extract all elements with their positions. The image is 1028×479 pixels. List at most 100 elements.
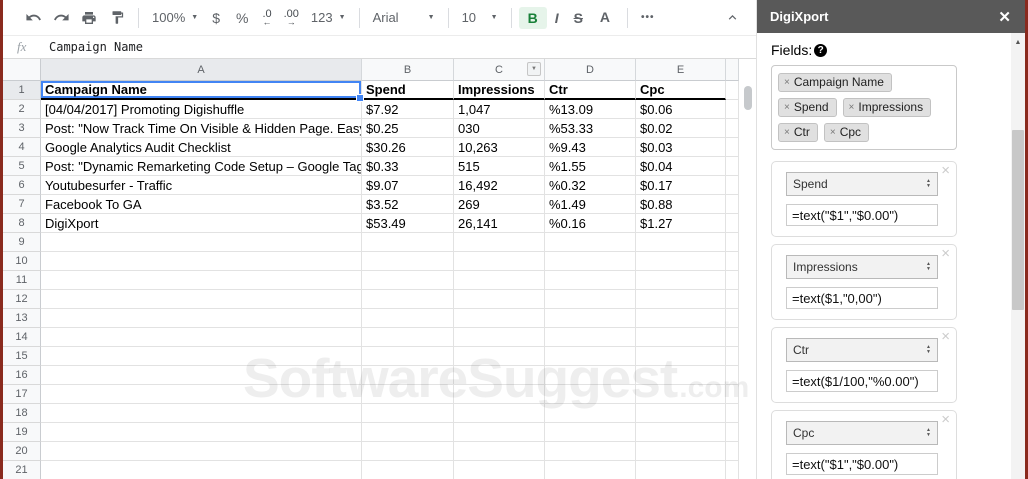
cell-E15[interactable] (636, 347, 726, 366)
cell-C3[interactable]: 030 (454, 119, 545, 138)
cell-E6[interactable]: $0.17 (636, 176, 726, 195)
bold-button[interactable]: B (518, 6, 547, 29)
cell-D13[interactable] (545, 309, 636, 328)
cell-D18[interactable] (545, 404, 636, 423)
cell-A4[interactable]: Google Analytics Audit Checklist (41, 138, 362, 157)
help-icon[interactable]: ? (814, 43, 828, 57)
cell-D17[interactable] (545, 385, 636, 404)
cell-D8[interactable]: %0.16 (545, 214, 636, 233)
text-color-button[interactable]: A (597, 10, 613, 25)
cell-B19[interactable] (362, 423, 454, 442)
row-header-21[interactable]: 21 (3, 461, 41, 479)
print-button[interactable] (75, 4, 103, 32)
cell-C9[interactable] (454, 233, 545, 252)
undo-button[interactable] (19, 4, 47, 32)
cell-C7[interactable]: 269 (454, 195, 545, 214)
field-chip[interactable]: × Ctr (778, 123, 818, 142)
field-select[interactable]: Spend ▲ ▼ (786, 172, 938, 196)
field-select[interactable]: Ctr ▲ ▼ (786, 338, 938, 362)
remove-chip-icon[interactable]: × (784, 101, 790, 113)
column-header-B[interactable]: B (362, 59, 454, 81)
cell-A12[interactable] (41, 290, 362, 309)
formula-bar-value[interactable]: Campaign Name (49, 40, 143, 54)
grid-corner[interactable] (3, 59, 41, 81)
font-family-select[interactable]: Arial ▼ (367, 6, 441, 29)
cell-B14[interactable] (362, 328, 454, 347)
cell-C16[interactable] (454, 366, 545, 385)
cell-A17[interactable] (41, 385, 362, 404)
field-chip[interactable]: × Spend (778, 98, 837, 117)
cell-B3[interactable]: $0.25 (362, 119, 454, 138)
cell-B20[interactable] (362, 442, 454, 461)
cell-E12[interactable] (636, 290, 726, 309)
cell-E19[interactable] (636, 423, 726, 442)
row-header-10[interactable]: 10 (3, 252, 41, 271)
cell-E9[interactable] (636, 233, 726, 252)
font-size-select[interactable]: 10 ▼ (456, 6, 504, 29)
field-chip[interactable]: × Cpc (823, 123, 870, 142)
cell-B13[interactable] (362, 309, 454, 328)
row-header-8[interactable]: 8 (3, 214, 41, 233)
row-header-2[interactable]: 2 (3, 100, 41, 119)
increase-decimal-button[interactable]: .00 → (278, 7, 305, 28)
card-close-icon[interactable]: × (941, 245, 950, 262)
cell-D9[interactable] (545, 233, 636, 252)
remove-chip-icon[interactable]: × (784, 126, 790, 138)
format-currency-button[interactable]: $ (204, 6, 228, 30)
row-header-13[interactable]: 13 (3, 309, 41, 328)
row-header-17[interactable]: 17 (3, 385, 41, 404)
row-header-6[interactable]: 6 (3, 176, 41, 195)
hide-menus-button[interactable] (718, 4, 746, 32)
cell-B10[interactable] (362, 252, 454, 271)
cell-E20[interactable] (636, 442, 726, 461)
cell-E8[interactable]: $1.27 (636, 214, 726, 233)
cell-C5[interactable]: 515 (454, 157, 545, 176)
cell-A13[interactable] (41, 309, 362, 328)
row-header-19[interactable]: 19 (3, 423, 41, 442)
cell-B2[interactable]: $7.92 (362, 100, 454, 119)
row-header-4[interactable]: 4 (3, 138, 41, 157)
cell-C20[interactable] (454, 442, 545, 461)
cell-E18[interactable] (636, 404, 726, 423)
cell-E17[interactable] (636, 385, 726, 404)
column-dropdown-icon[interactable]: ▼ (527, 62, 541, 76)
sheet-vertical-scrollbar[interactable] (739, 59, 756, 479)
row-header-3[interactable]: 3 (3, 119, 41, 138)
cell-B6[interactable]: $9.07 (362, 176, 454, 195)
cell-D20[interactable] (545, 442, 636, 461)
cell-C6[interactable]: 16,492 (454, 176, 545, 195)
cell-C21[interactable] (454, 461, 545, 479)
sidebar-scrollbar[interactable]: ▲ (1011, 33, 1025, 479)
cell-A8[interactable]: DigiXport (41, 214, 362, 233)
cell-A14[interactable] (41, 328, 362, 347)
cell-B8[interactable]: $53.49 (362, 214, 454, 233)
cell-E10[interactable] (636, 252, 726, 271)
field-select[interactable]: Cpc ▲ ▼ (786, 421, 938, 445)
cell-C15[interactable] (454, 347, 545, 366)
cell-B9[interactable] (362, 233, 454, 252)
cell-E2[interactable]: $0.06 (636, 100, 726, 119)
cell-B1[interactable]: Spend (362, 81, 454, 100)
paint-format-button[interactable] (103, 4, 131, 32)
cell-D15[interactable] (545, 347, 636, 366)
row-header-1[interactable]: 1 (3, 81, 41, 100)
cell-D16[interactable] (545, 366, 636, 385)
cell-A6[interactable]: Youtubesurfer - Traffic (41, 176, 362, 195)
column-header-A[interactable]: A (41, 59, 362, 81)
cell-B16[interactable] (362, 366, 454, 385)
cell-C10[interactable] (454, 252, 545, 271)
column-header-E[interactable]: E (636, 59, 726, 81)
cell-B21[interactable] (362, 461, 454, 479)
row-header-18[interactable]: 18 (3, 404, 41, 423)
cell-B17[interactable] (362, 385, 454, 404)
cell-E4[interactable]: $0.03 (636, 138, 726, 157)
formula-input[interactable] (786, 370, 938, 392)
row-header-15[interactable]: 15 (3, 347, 41, 366)
cell-E1[interactable]: Cpc (636, 81, 726, 100)
cell-A15[interactable] (41, 347, 362, 366)
scroll-up-arrow-icon[interactable]: ▲ (1014, 39, 1022, 46)
row-header-9[interactable]: 9 (3, 233, 41, 252)
cell-C2[interactable]: 1,047 (454, 100, 545, 119)
row-header-11[interactable]: 11 (3, 271, 41, 290)
cell-D3[interactable]: %53.33 (545, 119, 636, 138)
